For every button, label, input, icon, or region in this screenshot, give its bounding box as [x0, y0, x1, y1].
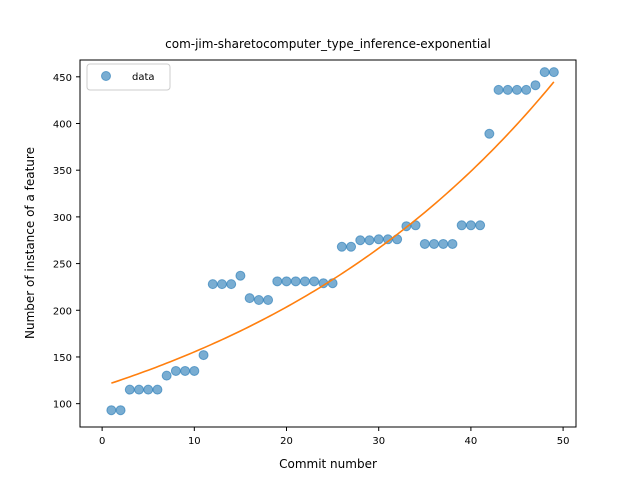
- data-point: [290, 276, 301, 287]
- y-tick-label: 450: [53, 73, 72, 84]
- y-tick-label: 300: [53, 213, 72, 224]
- x-tick-label: 30: [372, 436, 385, 447]
- data-point: [253, 295, 264, 305]
- plot-frame: [79, 59, 577, 428]
- y-tick-label: 350: [53, 166, 72, 177]
- data-point: [309, 276, 320, 287]
- fit-line: [111, 81, 555, 384]
- y-axis-label: Number of instance of a feature: [23, 147, 37, 339]
- data-point: [419, 238, 430, 249]
- data-point: [299, 276, 310, 287]
- data-point: [502, 84, 513, 95]
- data-point: [106, 405, 117, 416]
- legend-box: [86, 63, 171, 91]
- data-point: [530, 80, 541, 91]
- y-tick-label: 400: [53, 120, 72, 131]
- data-point: [235, 270, 246, 281]
- data-point: [373, 234, 384, 245]
- data-point: [475, 220, 486, 231]
- x-tick-label: 10: [188, 436, 201, 447]
- data-point: [115, 405, 126, 416]
- data-point: [226, 279, 237, 290]
- data-point: [447, 238, 458, 249]
- data-point: [346, 241, 357, 252]
- data-point: [207, 279, 218, 290]
- data-point: [134, 384, 144, 395]
- data-point: [429, 238, 440, 249]
- chart-title: com-jim-sharetocomputer_type_inference-e…: [165, 37, 491, 51]
- legend-label-data: data: [132, 72, 155, 83]
- data-point: [355, 235, 366, 246]
- axes: 0 10 20 30 40 50 100 150 200 250 300 350 400 450: [53, 59, 577, 447]
- data-point: [521, 84, 532, 95]
- y-tick-label: 100: [53, 400, 72, 411]
- data-point: [170, 365, 181, 376]
- data-point: [152, 384, 163, 395]
- data-point: [272, 276, 283, 287]
- data-point: [281, 276, 292, 287]
- data-point: [244, 293, 255, 304]
- legend-marker-data: [101, 71, 111, 81]
- data-point: [364, 235, 375, 246]
- x-tick-label: 40: [465, 436, 478, 447]
- data-point: [548, 67, 559, 78]
- data-point: [465, 220, 476, 231]
- data-point: [336, 241, 347, 252]
- data-point: [456, 220, 467, 231]
- x-tick-label: 20: [280, 436, 293, 447]
- data-point: [493, 84, 504, 95]
- data-point: [263, 295, 274, 305]
- data-point: [143, 384, 154, 395]
- data-point: [539, 67, 550, 78]
- data-point: [484, 128, 495, 139]
- data-point: [216, 279, 227, 290]
- data-point: [189, 365, 200, 376]
- legend: data: [86, 63, 171, 91]
- y-tick-label: 250: [53, 260, 72, 271]
- data-point: [438, 238, 449, 249]
- x-tick-label: 0: [99, 436, 105, 447]
- data-point: [180, 365, 191, 376]
- x-axis-label: Commit number: [279, 457, 377, 471]
- plot-area: [106, 67, 559, 416]
- data-point: [161, 370, 172, 381]
- data-point: [512, 84, 522, 95]
- data-point: [198, 350, 209, 361]
- data-point: [124, 384, 135, 395]
- x-tick-label: 50: [557, 436, 570, 447]
- y-tick-label: 200: [53, 306, 72, 317]
- y-tick-label: 150: [53, 353, 72, 364]
